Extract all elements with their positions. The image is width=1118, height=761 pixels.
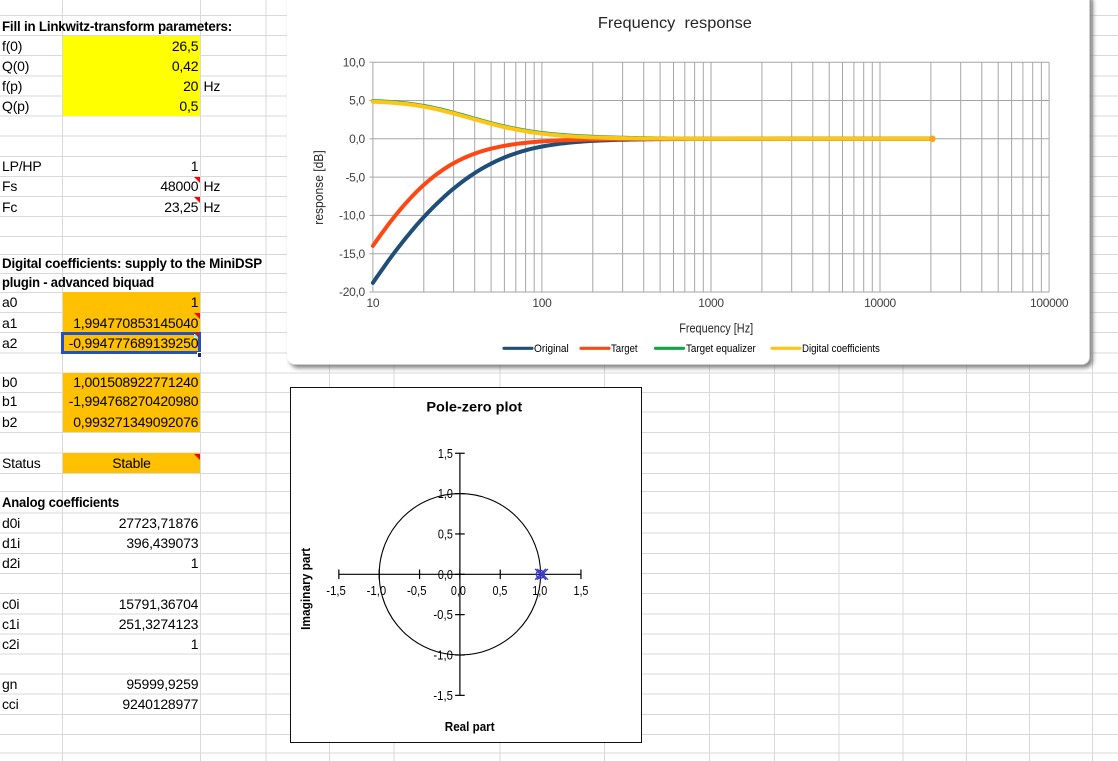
svg-text:1,0: 1,0 (532, 583, 547, 598)
svg-text:1000: 1000 (698, 296, 724, 310)
svg-text:0,0: 0,0 (349, 132, 365, 146)
svg-text:Frequency response: Frequency response (597, 15, 751, 32)
svg-text:100: 100 (532, 296, 552, 310)
svg-text:Imaginary part: Imaginary part (298, 547, 313, 630)
svg-text:1,5: 1,5 (573, 583, 588, 598)
svg-text:0,5: 0,5 (438, 526, 453, 541)
svg-text:Target equalizer: Target equalizer (686, 343, 756, 355)
svg-text:-0,5: -0,5 (433, 607, 453, 622)
svg-text:10,0: 10,0 (342, 55, 365, 69)
svg-text:1,5: 1,5 (438, 445, 453, 460)
svg-text:0,0: 0,0 (451, 583, 466, 598)
svg-text:Original: Original (534, 343, 569, 355)
svg-text:1,0: 1,0 (438, 486, 453, 501)
svg-text:0,5: 0,5 (492, 583, 507, 598)
svg-text:Frequency [Hz]: Frequency [Hz] (679, 321, 753, 336)
svg-text:-1,0: -1,0 (367, 583, 387, 598)
svg-text:-1,5: -1,5 (326, 583, 346, 598)
svg-text:-0,5: -0,5 (407, 583, 427, 598)
svg-text:10000: 10000 (864, 296, 896, 310)
svg-text:5,0: 5,0 (349, 94, 365, 108)
svg-text:-20,0: -20,0 (339, 285, 365, 299)
svg-text:100000: 100000 (1029, 296, 1068, 310)
svg-text:-1,0: -1,0 (433, 647, 453, 662)
svg-text:Pole-zero plot: Pole-zero plot (426, 399, 522, 414)
svg-text:Target: Target (611, 343, 638, 355)
svg-text:-5,0: -5,0 (345, 170, 365, 184)
svg-text:-15,0: -15,0 (339, 247, 365, 261)
svg-text:Real part: Real part (445, 719, 495, 734)
svg-text:10: 10 (366, 296, 379, 310)
svg-text:Digital coefficients: Digital coefficients (802, 343, 880, 355)
svg-text:-10,0: -10,0 (339, 209, 365, 223)
svg-text:response [dB]: response [dB] (311, 150, 325, 224)
svg-text:-1,5: -1,5 (433, 687, 453, 702)
svg-text:0,0: 0,0 (438, 566, 453, 581)
